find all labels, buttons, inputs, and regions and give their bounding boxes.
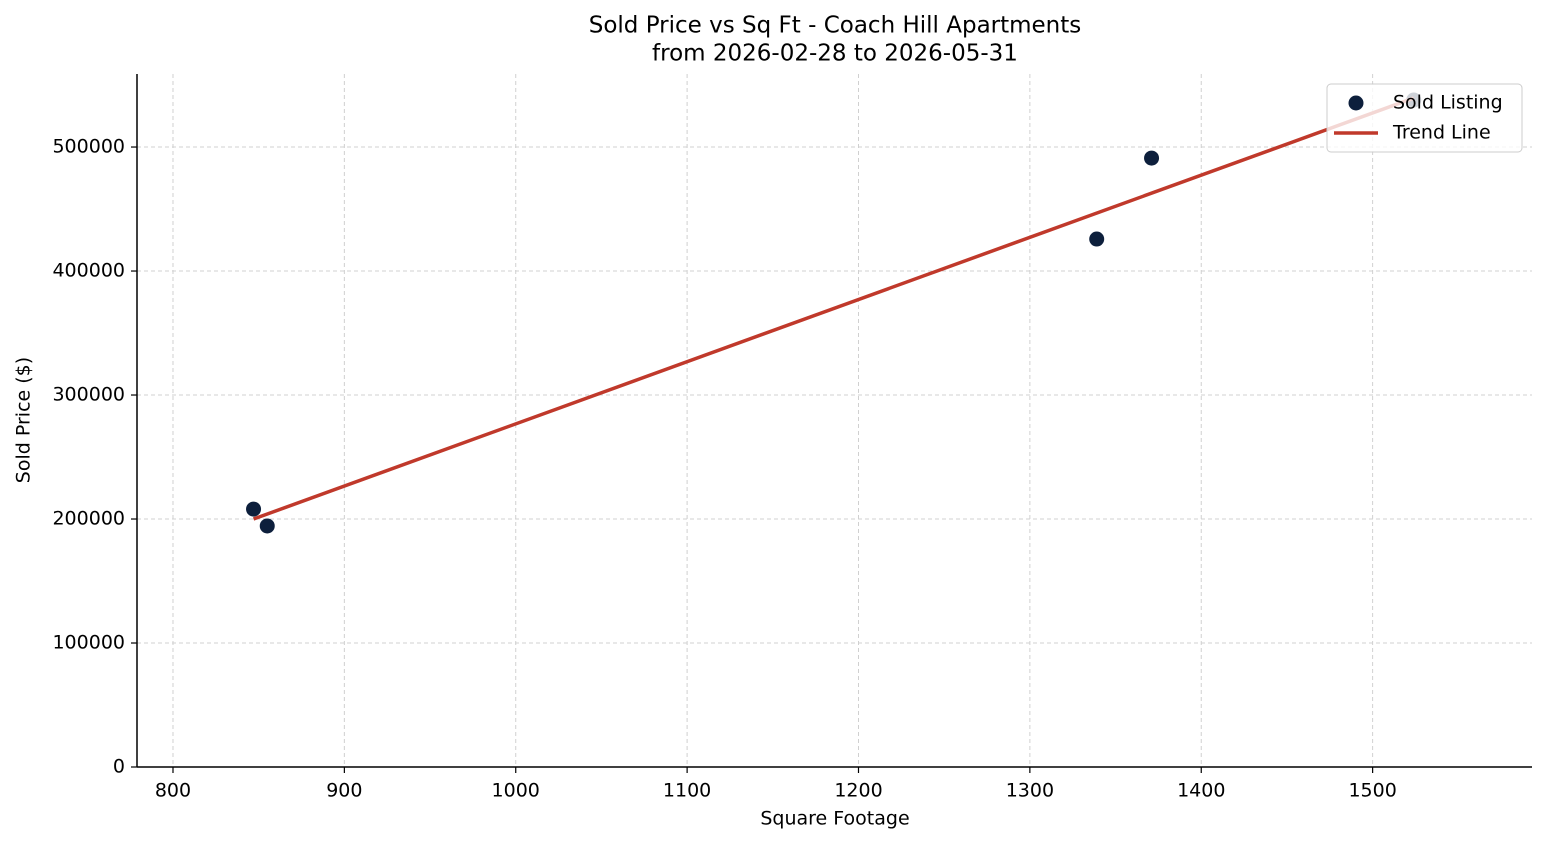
y-tick-label: 400000 [52,260,125,282]
x-tick-label: 1100 [663,780,711,802]
x-tick-label: 800 [155,780,191,802]
x-tick-label: 1500 [1348,780,1396,802]
chart-title: Sold Price vs Sq Ft - Coach Hill Apartme… [589,13,1082,39]
chart-subtitle: from 2026-02-28 to 2026-05-31 [652,41,1018,67]
x-tick-label: 900 [326,780,362,802]
data-point [1144,150,1160,166]
y-tick-label: 500000 [52,136,125,158]
y-tick-label: 200000 [52,508,125,530]
data-point [1089,231,1105,247]
legend-label: Trend Line [1392,122,1491,144]
legend-label: Sold Listing [1393,92,1503,114]
y-tick-label: 0 [113,756,125,778]
y-tick-label: 100000 [52,632,125,654]
data-point [259,518,275,534]
x-tick-label: 1300 [1006,780,1054,802]
legend-marker [1348,95,1364,111]
x-tick-label: 1200 [834,780,882,802]
y-tick-label: 300000 [52,384,125,406]
x-tick-label: 1400 [1177,780,1225,802]
trend-line [252,96,1415,521]
x-tick-label: 1000 [492,780,540,802]
legend-box [1326,83,1523,153]
x-axis-label: Square Footage [760,808,909,830]
y-axis-label: Sold Price ($) [13,357,35,483]
data-point [246,501,262,517]
